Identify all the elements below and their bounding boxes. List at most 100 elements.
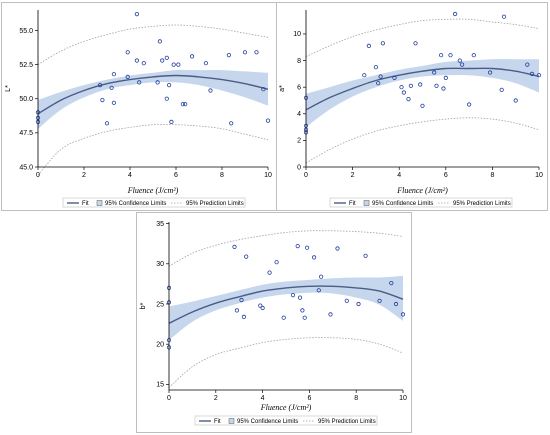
data-point [244, 254, 249, 259]
y-tick-label: 0 [297, 164, 301, 171]
data-point [501, 14, 507, 19]
legend-pred-label: 95% Prediction Limits [453, 201, 511, 207]
data-point [241, 314, 247, 320]
data-point [254, 50, 259, 55]
x-tick-label: 4 [128, 172, 132, 179]
data-point [208, 88, 213, 93]
prediction-limit-lower [305, 117, 540, 164]
data-point [203, 61, 208, 66]
y-tick-label: 2 [297, 138, 301, 145]
data-point [356, 301, 361, 307]
prediction-limit-lower [37, 124, 269, 176]
data-point [141, 61, 146, 66]
data-point [418, 82, 423, 87]
x-tick-label: 2 [214, 395, 218, 402]
data-point [432, 70, 437, 75]
data-point [393, 301, 399, 307]
data-point [434, 83, 439, 88]
chart-l-star: 0 2 4 6 8 10 45.0 47.5 50.0 52.5 55.0 L* Fluence (J/… [5, 10, 272, 208]
chart-b-star: 0 2 4 6 8 10 15 20 25 30 35 b* Fluence (J/cm²) Fit 95%… [140, 221, 407, 426]
x-axis-label: Fluence (J/cm²) [396, 186, 448, 195]
data-point [176, 62, 181, 67]
y-tick-label: 4 [297, 111, 301, 118]
chart-panel-l-star: 0 2 4 6 8 10 45.0 47.5 50.0 52.5 55.0 L* Fluence (J/… [1, 2, 278, 211]
data-point [239, 297, 244, 303]
data-point [261, 87, 266, 92]
data-point [290, 293, 296, 298]
x-tick-label: 4 [261, 395, 265, 402]
prediction-limit-lower [168, 337, 404, 388]
prediction-limit-upper [305, 18, 540, 57]
data-point [413, 41, 418, 46]
data-point [111, 100, 117, 105]
legend: Fit 95% Confidence Limits 95% Prediction L… [194, 415, 378, 426]
data-point [234, 308, 240, 313]
data-point [98, 83, 103, 88]
legend-frame [62, 197, 246, 208]
data-point [457, 58, 462, 63]
x-tick-label: 6 [174, 172, 178, 179]
x-tick-label: 8 [354, 395, 358, 402]
data-point [274, 260, 279, 265]
legend-pred-label: 95% Prediction Limits [318, 419, 376, 425]
chart-panel-b-star: 0 2 4 6 8 10 15 20 25 30 35 b* Fluence (J/cm²) Fit 95%… [136, 212, 412, 433]
legend-conf-swatch [96, 200, 103, 206]
data-point [169, 119, 174, 125]
data-point [125, 50, 130, 55]
data-point [467, 102, 472, 107]
data-point [164, 96, 169, 101]
data-point [448, 53, 453, 58]
legend-frame [329, 197, 513, 208]
data-point [155, 80, 160, 85]
legend-conf-label: 95% Confidence Limits [372, 201, 433, 207]
data-point [137, 80, 142, 85]
y-tick-label: 52.5 [19, 62, 33, 69]
data-point [513, 98, 518, 103]
data-point [408, 83, 413, 88]
data-point [157, 39, 162, 44]
chart-a-star: 0 2 4 6 8 10 0 2 4 6 8 10 a* Fluence (J/cm²) Fit 95% Co… [279, 10, 543, 208]
data-point [265, 118, 271, 123]
data-point [229, 121, 234, 126]
y-tick-label: 35 [156, 221, 164, 228]
y-axis-label: L* [5, 85, 12, 92]
y-tick-label: 45.0 [19, 164, 33, 171]
y-tick-label: 25 [156, 301, 164, 308]
data-point [183, 102, 188, 107]
data-point [366, 43, 372, 49]
prediction-limit-upper [37, 24, 269, 65]
legend-fit-label: Fit [214, 419, 221, 425]
data-point [525, 62, 530, 67]
data-point [529, 71, 535, 77]
data-point [400, 312, 406, 317]
data-point [295, 243, 300, 249]
data-point [297, 295, 303, 300]
data-point [134, 12, 139, 17]
data-point [328, 312, 333, 317]
data-point [226, 52, 231, 58]
data-point [420, 103, 425, 108]
data-point [460, 62, 465, 67]
data-point [104, 121, 110, 126]
data-point [232, 244, 237, 250]
data-point [441, 86, 446, 91]
confidence-band [169, 275, 403, 341]
data-point [453, 11, 458, 17]
data-point [125, 74, 130, 80]
data-point [305, 245, 310, 250]
data-point [362, 73, 367, 78]
data-point [160, 58, 165, 63]
data-point [258, 303, 263, 308]
legend-frame [194, 415, 378, 426]
data-point [406, 97, 411, 102]
data-point [312, 255, 317, 260]
fit-line [168, 285, 404, 324]
data-point [443, 75, 448, 81]
data-point [389, 281, 394, 286]
data-point [111, 72, 117, 77]
x-axis-label: Fluence (J/cm²) [260, 403, 312, 412]
legend-fit-label: Fit [349, 201, 356, 207]
fit-line [305, 67, 540, 111]
y-axis-label: b* [140, 302, 147, 309]
data-point [167, 83, 172, 88]
